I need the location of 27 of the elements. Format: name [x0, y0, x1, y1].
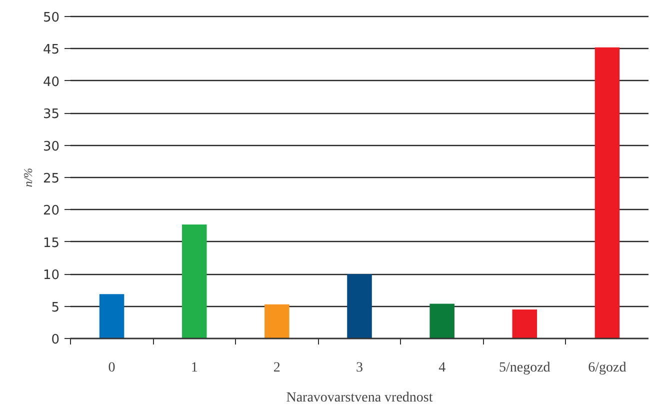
bar: [264, 304, 290, 338]
x-tick-label: 5/negozd: [498, 360, 550, 376]
x-tick-label: 0: [108, 360, 116, 376]
x-tick-label: 1: [190, 360, 198, 376]
y-tick-label: 50: [42, 10, 60, 26]
y-tick-label: 15: [42, 236, 60, 251]
bar: [594, 47, 620, 338]
x-tick-label: 2: [273, 360, 280, 376]
y-tick-label: 45: [42, 42, 60, 58]
x-tick-label: 3: [356, 360, 363, 376]
x-axis-title: Naravovarstvena vrednost: [286, 390, 433, 406]
y-tick-label: 20: [42, 204, 60, 219]
bar: [430, 304, 454, 338]
y-tick-label: 30: [42, 139, 60, 154]
y-tick-label: 40: [42, 74, 60, 90]
y-tick-label: 10: [42, 268, 60, 284]
x-tick-label: 6/gozd: [588, 360, 626, 376]
y-tick-label: 25: [42, 172, 60, 186]
y-tick-label: 35: [42, 107, 60, 122]
y-axis-title: n/%: [20, 168, 35, 188]
bar: [99, 294, 124, 338]
bar: [182, 224, 207, 338]
bar: [347, 274, 372, 338]
x-tick-label: 4: [438, 360, 446, 376]
y-tick-label: 0: [51, 332, 60, 348]
y-tick-label: 5: [51, 300, 60, 316]
bar: [512, 310, 538, 338]
